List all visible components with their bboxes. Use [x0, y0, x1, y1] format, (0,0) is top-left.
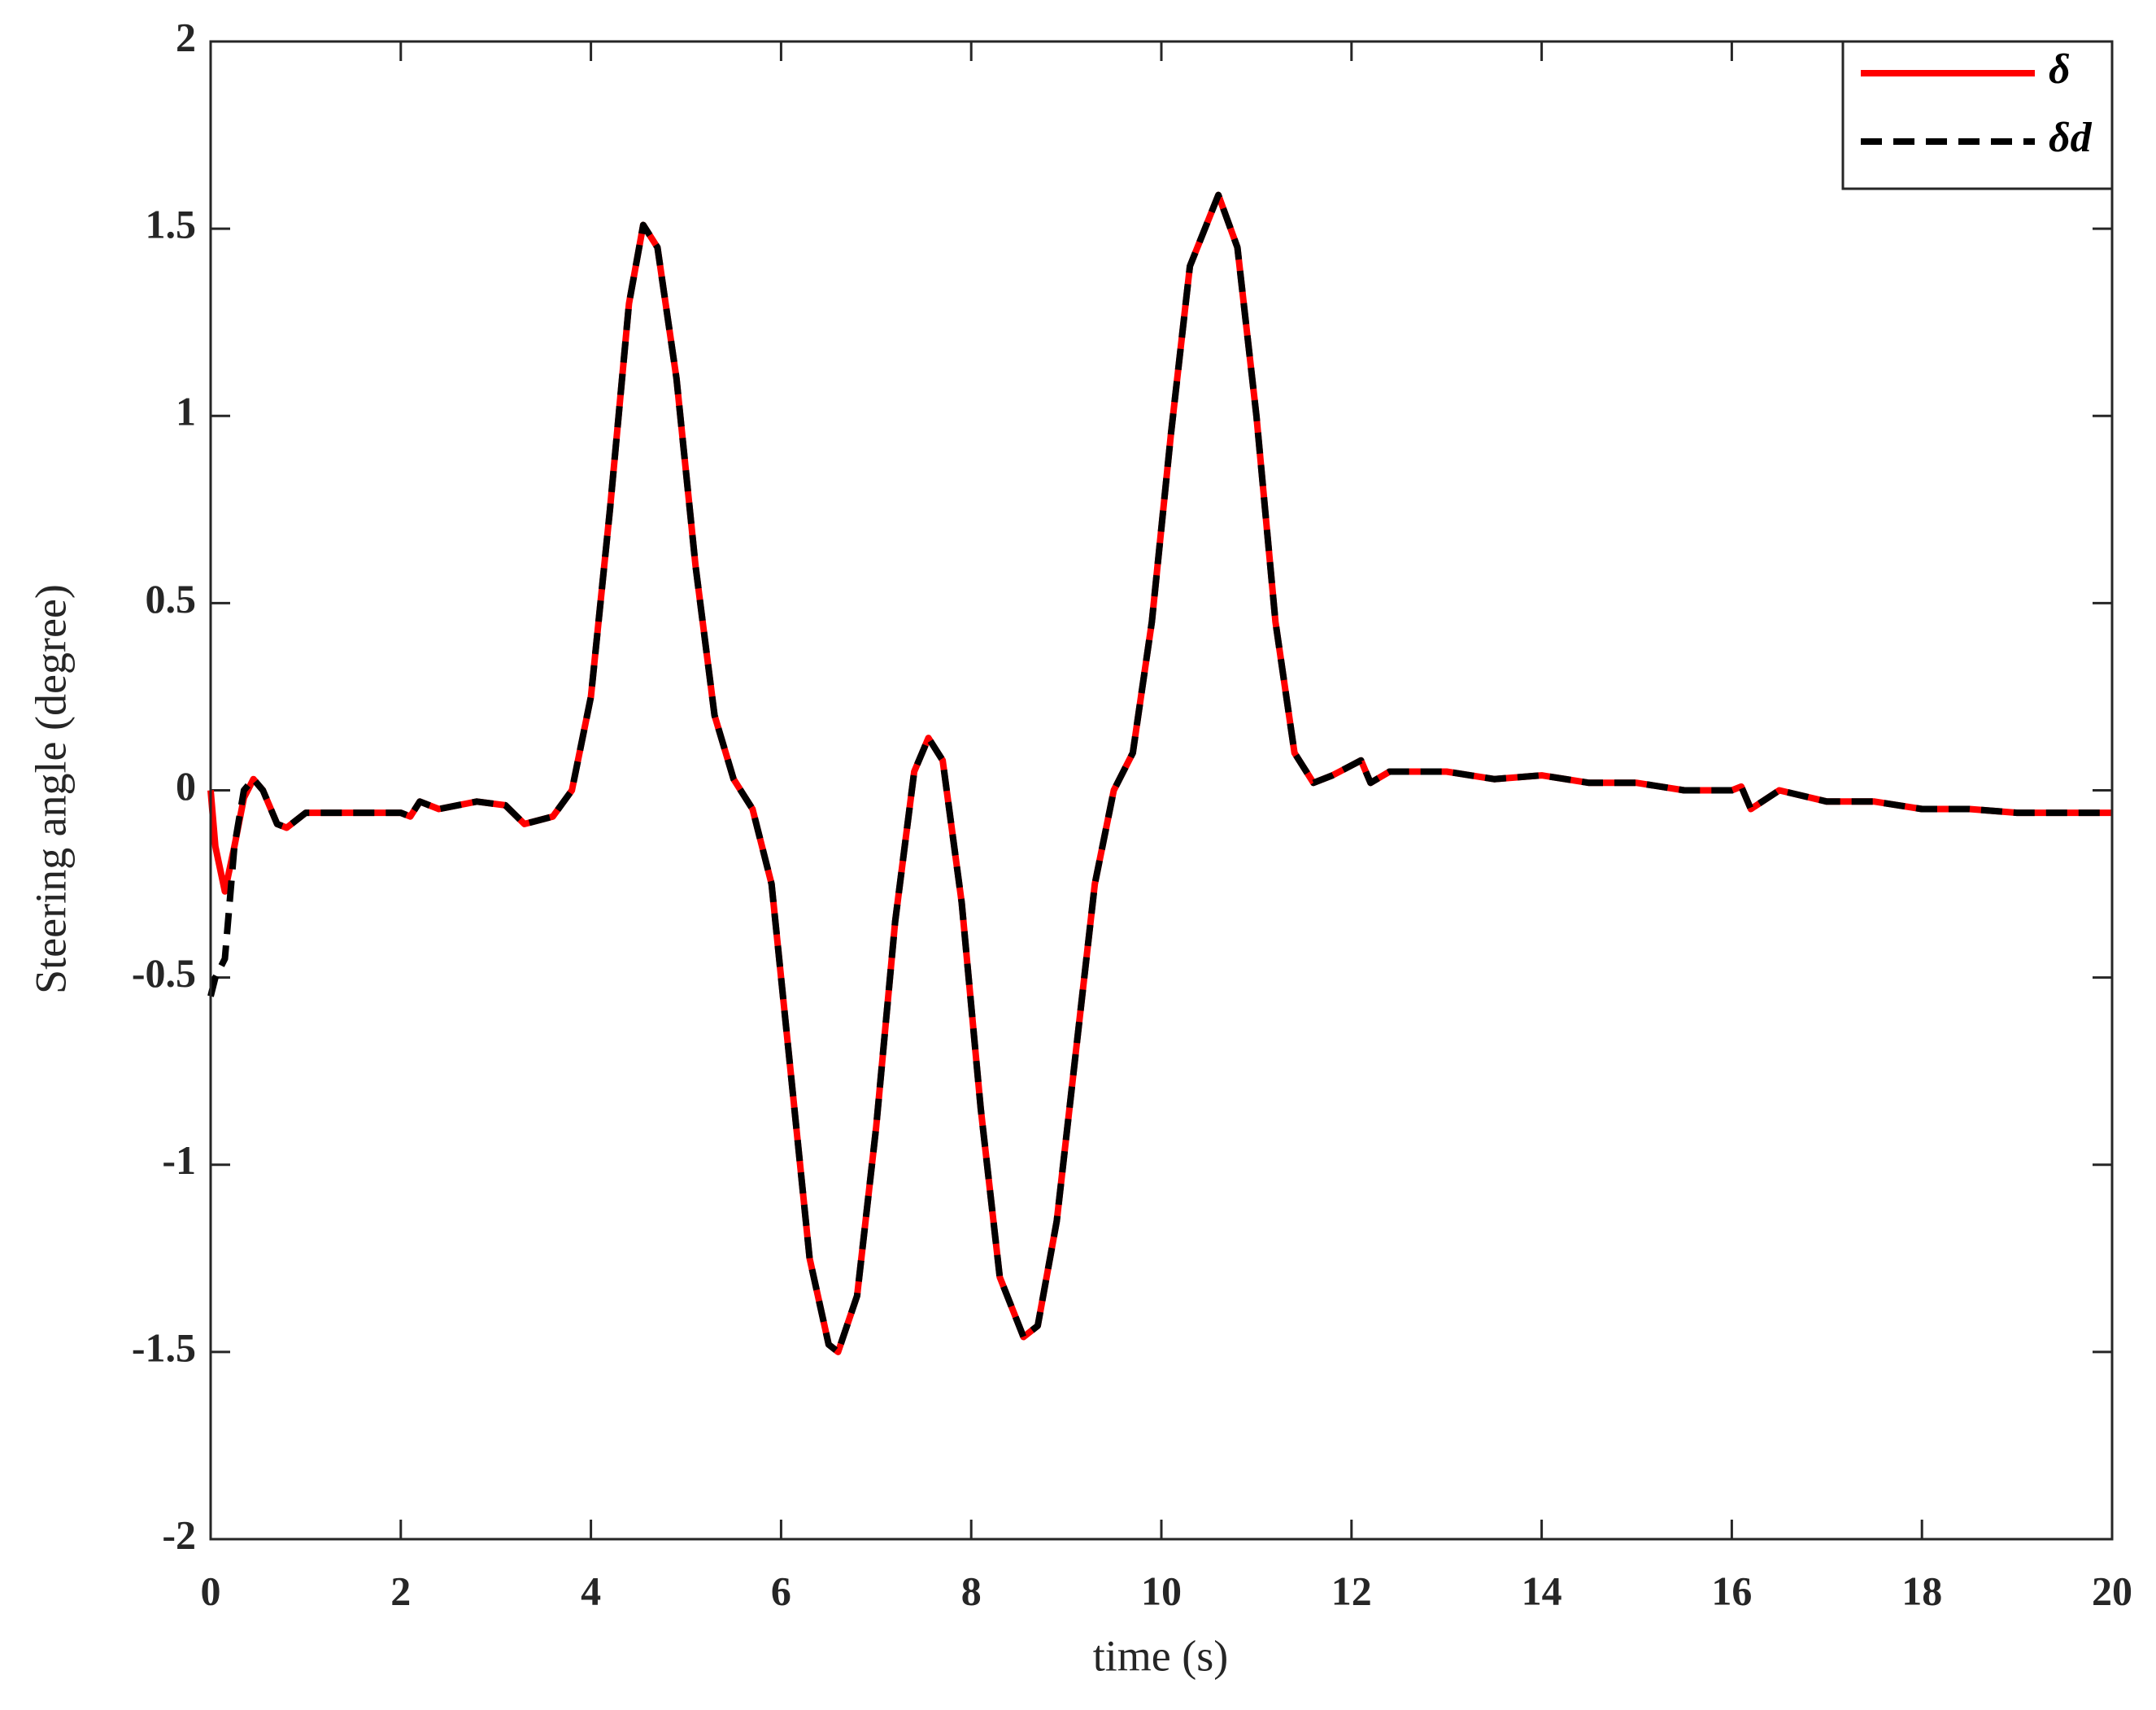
x-tick-label: 18: [1901, 1568, 1942, 1613]
x-axis-label: time (s): [1093, 1631, 1228, 1680]
y-tick-label: 1.5: [146, 202, 197, 247]
x-tick-label: 12: [1331, 1568, 1372, 1613]
x-tick-label: 2: [390, 1568, 411, 1613]
x-tick-label: 16: [1711, 1568, 1752, 1613]
legend-label: δ: [2049, 46, 2071, 93]
x-tick-label: 20: [2092, 1568, 2132, 1613]
y-tick-label: -1: [162, 1137, 196, 1183]
y-tick-label: -0.5: [132, 950, 196, 996]
y-tick-label: 0: [176, 763, 196, 809]
x-tick-label: 10: [1141, 1568, 1182, 1613]
x-tick-label: 0: [201, 1568, 221, 1613]
y-tick-label: -2: [162, 1512, 196, 1557]
data-line: [207, 191, 2112, 1355]
x-tick-label: 4: [581, 1568, 601, 1613]
x-tick-label: 6: [771, 1568, 791, 1613]
y-axis-label: Steering angle (degree): [26, 584, 75, 994]
y-tick-label: 0.5: [146, 576, 197, 622]
legend-label: δd: [2049, 115, 2093, 161]
legend-box: [1841, 40, 2114, 190]
y-tick-label: 1: [176, 389, 196, 434]
y-tick-label: 2: [176, 14, 196, 59]
x-tick-label: 14: [1522, 1568, 1562, 1613]
y-tick-label: -1.5: [132, 1324, 196, 1370]
axes-box: [209, 40, 2114, 1541]
x-tick-label: 8: [961, 1568, 982, 1613]
